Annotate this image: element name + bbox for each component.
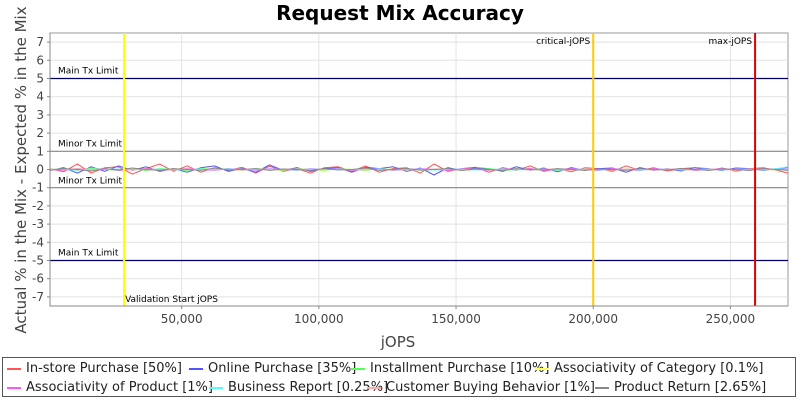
x-tick-label: 100,000 <box>294 312 344 326</box>
x-tick-label: 250,000 <box>706 312 756 326</box>
series-line <box>49 167 789 172</box>
legend-item: Business Report [0.25%] <box>209 378 388 397</box>
legend-swatch <box>367 386 381 389</box>
legend-swatch <box>189 367 203 370</box>
legend-label: Online Purchase [35%] <box>208 361 357 376</box>
x-tick-label: 50,000 <box>161 312 203 326</box>
y-tick-label: 2 <box>36 126 44 140</box>
y-tick-label: -6 <box>32 272 44 286</box>
legend-swatch <box>351 367 365 370</box>
x-tick-label: 150,000 <box>431 312 481 326</box>
limit-line-label: Main Tx Limit <box>58 249 119 259</box>
limit-line-label: Minor Tx Limit <box>58 177 123 187</box>
legend-swatch <box>7 367 21 370</box>
y-tick-label: 0 <box>36 163 44 177</box>
legend-label: Associativity of Product [1%] <box>26 380 213 395</box>
y-tick-label: -7 <box>32 290 44 304</box>
legend-item: Installment Purchase [10%] <box>351 359 549 378</box>
legend-swatch <box>209 386 223 389</box>
limit-line-label: Main Tx Limit <box>58 67 119 77</box>
legend-label: Product Return [2.65%] <box>614 380 767 395</box>
y-tick-label: 4 <box>36 90 44 104</box>
marker-line-label: max-jOPS <box>708 37 752 47</box>
y-tick-label: -1 <box>32 181 44 195</box>
legend-label: Business Report [0.25%] <box>228 380 389 395</box>
legend-label: Associativity of Category [0.1%] <box>554 361 764 376</box>
legend-swatch <box>595 386 609 389</box>
chart-canvas: Main Tx Limit Minor Tx Limit Minor Tx Limi… <box>12 6 789 351</box>
series-line <box>49 163 789 175</box>
y-axis-label: Actual % in the Mix - Expected % in the … <box>12 6 30 333</box>
x-axis: 50,000 100,000 150,000 200,000 250,000 <box>50 305 788 326</box>
legend-item: Customer Buying Behavior [1%] <box>367 378 595 397</box>
legend-label: In-store Purchase [50%] <box>26 361 182 376</box>
x-tick-label: 200,000 <box>568 312 618 326</box>
y-tick-label: 3 <box>36 108 44 122</box>
y-tick-label: -3 <box>32 217 44 231</box>
y-tick-label: 5 <box>36 72 44 86</box>
legend-item: Associativity of Product [1%] <box>7 378 213 397</box>
legend-row-2: Associativity of Product [1%] Business Re… <box>3 378 797 397</box>
y-tick-label: 1 <box>36 144 44 158</box>
limit-lines: Main Tx Limit Minor Tx Limit Minor Tx Limi… <box>50 67 788 262</box>
legend-item: Associativity of Category [0.1%] <box>535 359 763 378</box>
y-axis: 7 6 5 4 3 2 1 0 -1 -2 -3 -4 -5 -6 -7 <box>32 33 51 306</box>
legend-label: Customer Buying Behavior [1%] <box>386 380 595 395</box>
marker-line-label: Validation Start jOPS <box>125 295 218 305</box>
legend-item: Online Purchase [35%] <box>189 359 356 378</box>
legend-swatch <box>7 386 21 389</box>
y-tick-label: -5 <box>32 254 44 268</box>
y-tick-label: 7 <box>36 35 44 49</box>
marker-line-label: critical-jOPS <box>536 37 590 47</box>
x-axis-label: jOPS <box>380 333 416 351</box>
y-tick-label: 6 <box>36 53 44 67</box>
y-tick-label: -4 <box>32 235 44 249</box>
marker-lines: Validation Start jOPS critical-jOPS max-jO… <box>123 33 757 306</box>
chart-title: Request Mix Accuracy <box>276 1 524 25</box>
series-lines <box>49 163 789 176</box>
legend-swatch <box>535 367 549 370</box>
y-tick-label: -2 <box>32 199 44 213</box>
legend: In-store Purchase [50%] Online Purchase [… <box>2 357 796 397</box>
legend-item: In-store Purchase [50%] <box>7 359 182 378</box>
legend-label: Installment Purchase [10%] <box>370 361 550 376</box>
legend-row-1: In-store Purchase [50%] Online Purchase [… <box>3 359 797 378</box>
legend-item: Product Return [2.65%] <box>595 378 766 397</box>
limit-line-label: Minor Tx Limit <box>58 139 123 149</box>
